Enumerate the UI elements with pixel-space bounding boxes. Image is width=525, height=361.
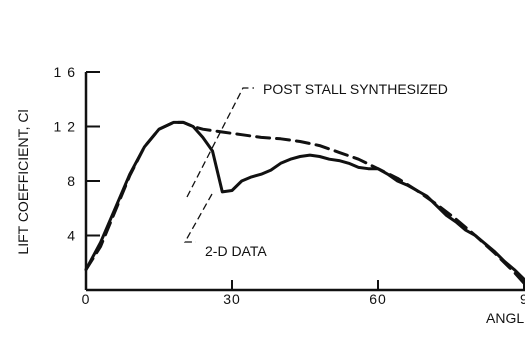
x-tick-label: 9 [520, 291, 525, 307]
x-axis-label: ANGLE [486, 310, 525, 326]
2d-data-annotation: 2-D DATA [205, 243, 267, 259]
y-tick-label: 4 [67, 228, 76, 244]
post-stall-annotation: POST STALL SYNTHESIZED [263, 81, 448, 97]
2d-data-line [84, 120, 525, 281]
post-stall-leader-line [186, 87, 254, 198]
y-axis-label: LIFT COEFFICIENT, Cl [15, 109, 31, 254]
x-tick-label: 0 [82, 291, 91, 307]
y-tick-label: 8 [67, 173, 76, 189]
x-tick-label: 30 [223, 291, 241, 307]
x-tick-label: 60 [369, 291, 387, 307]
2d-data-leader-line [183, 193, 213, 243]
axis-ticks: 0 30 60 9 1 6 1 2 8 4 [54, 64, 525, 307]
data-series [84, 120, 525, 285]
y-tick-label: 1 6 [54, 64, 76, 80]
y-tick-label: 1 2 [54, 119, 76, 135]
post-stall-synthesized-line [84, 120, 525, 285]
